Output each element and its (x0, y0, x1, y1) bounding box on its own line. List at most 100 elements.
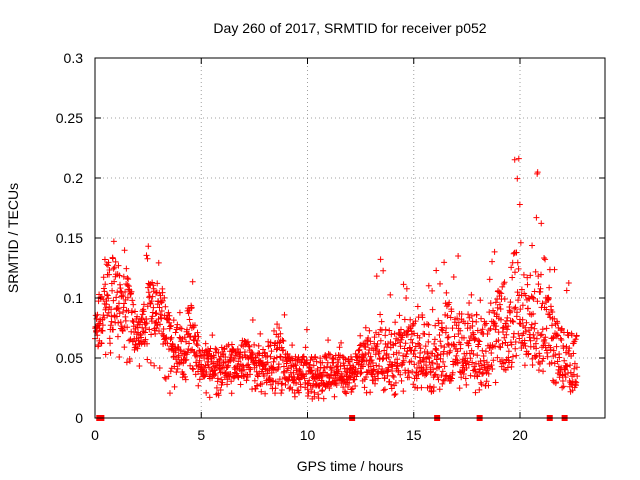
y-tick-label: 0.15 (56, 230, 83, 246)
data-point (444, 312, 451, 319)
data-point (410, 381, 417, 388)
data-point (247, 371, 254, 378)
data-point (156, 365, 163, 372)
data-point (267, 381, 274, 388)
data-point (160, 341, 167, 348)
data-point (105, 309, 112, 316)
data-point (400, 352, 407, 359)
data-point (247, 366, 254, 373)
data-point (335, 359, 342, 366)
data-point (118, 323, 125, 330)
gridlines (95, 58, 605, 418)
data-point (573, 379, 580, 386)
data-point (224, 381, 231, 388)
data-point (100, 296, 107, 303)
data-point (211, 354, 218, 361)
data-point (558, 325, 565, 332)
data-point (194, 337, 201, 344)
data-point (392, 379, 399, 386)
data-point (190, 336, 197, 343)
data-point (373, 362, 380, 369)
data-point (143, 316, 150, 323)
data-point (416, 334, 423, 341)
data-point (467, 372, 474, 379)
data-point (296, 389, 302, 396)
data-point (442, 300, 449, 307)
data-point (270, 377, 277, 384)
data-point (397, 343, 404, 350)
data-point (143, 252, 150, 259)
data-point (218, 369, 225, 376)
data-point (120, 309, 127, 316)
data-point (257, 330, 264, 337)
data-point (151, 362, 158, 369)
data-point (527, 272, 534, 279)
data-point (348, 386, 355, 393)
data-point (436, 386, 443, 393)
data-point (387, 291, 394, 298)
data-point (165, 373, 172, 380)
data-point (234, 346, 241, 353)
y-axis-title: SRMTID / TECUs (5, 183, 21, 293)
data-point (445, 334, 452, 341)
data-point (405, 369, 412, 376)
data-point (556, 354, 563, 361)
data-point (487, 300, 494, 307)
data-point (146, 294, 153, 301)
data-point (440, 348, 447, 355)
data-point (529, 355, 536, 362)
x-tick-labels: 0 5 10 15 20 (91, 427, 528, 443)
data-point (508, 363, 515, 370)
data-point (571, 365, 578, 372)
data-point (218, 376, 225, 383)
data-point (166, 390, 173, 397)
data-point (186, 316, 193, 323)
data-point (440, 377, 447, 384)
data-point (281, 311, 288, 318)
data-point (548, 359, 555, 366)
data-point (276, 339, 283, 346)
data-point (165, 309, 172, 316)
data-point (440, 358, 447, 365)
data-point (323, 354, 330, 361)
data-point (186, 340, 193, 347)
x-axis-title: GPS time / hours (297, 458, 404, 474)
data-point (367, 363, 374, 370)
data-point (215, 349, 222, 356)
data-point (115, 300, 122, 307)
data-point (114, 304, 121, 311)
data-point (156, 328, 163, 335)
data-point (254, 382, 261, 389)
data-point (126, 358, 133, 365)
data-point (511, 305, 518, 312)
data-point (327, 351, 334, 358)
data-point (549, 335, 556, 342)
data-point (520, 271, 527, 278)
data-point (339, 353, 346, 360)
data-point (422, 370, 429, 377)
data-point (517, 306, 524, 313)
data-point (213, 346, 220, 353)
data-point (259, 380, 266, 387)
data-point (370, 367, 377, 374)
data-point (108, 313, 115, 320)
data-point (455, 330, 462, 337)
data-point (114, 333, 121, 340)
data-point (441, 376, 448, 383)
data-point (131, 344, 138, 351)
data-point (343, 390, 350, 397)
data-point (306, 361, 313, 368)
data-point (235, 358, 242, 365)
data-point (444, 340, 451, 347)
data-point (392, 391, 399, 398)
data-point (422, 343, 429, 350)
data-point (226, 373, 233, 380)
data-point (147, 359, 154, 366)
data-point (375, 331, 382, 338)
data-point (500, 280, 507, 287)
data-point (157, 292, 164, 299)
data-point (492, 379, 499, 386)
data-point (157, 311, 164, 318)
data-point (433, 356, 440, 363)
data-point (251, 341, 258, 348)
